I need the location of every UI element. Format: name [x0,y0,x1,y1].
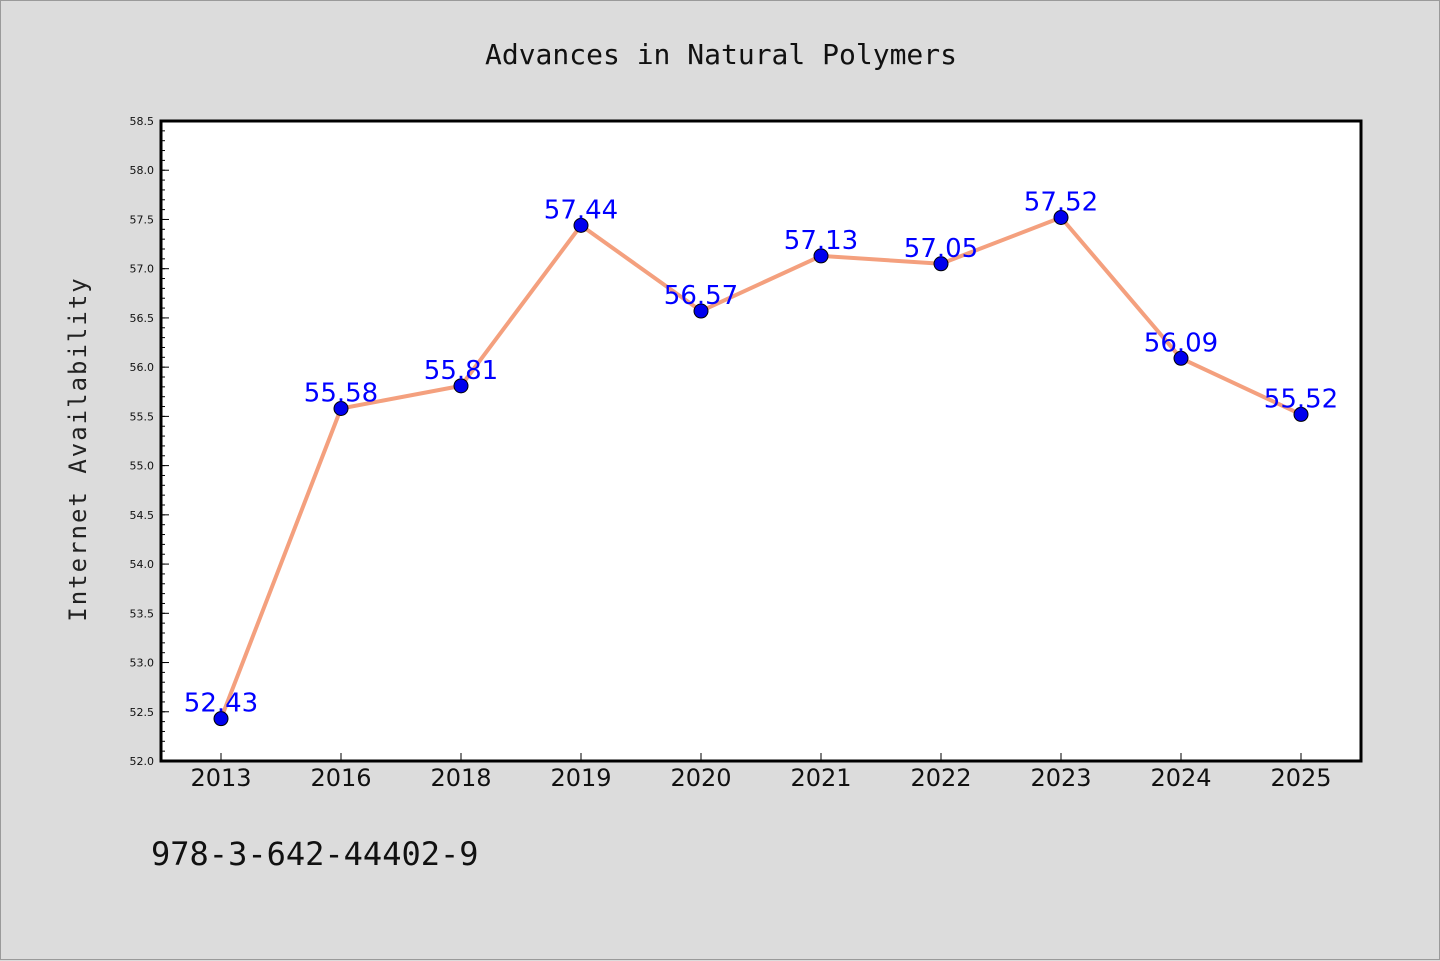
y-tick-label: 52.5 [130,706,155,719]
x-tick-label: 2019 [550,764,611,792]
data-label: 57.44 [544,195,618,225]
data-point [1053,209,1069,225]
data-point [1173,350,1189,366]
data-label: 55.52 [1264,384,1338,414]
y-tick-label: 56.5 [130,312,155,325]
data-point [453,378,469,394]
data-label: 57.05 [904,234,978,264]
footer-code: 978-3-642-44402-9 [151,835,479,873]
data-label: 57.52 [1024,187,1098,217]
x-tick-label: 2016 [310,764,371,792]
x-tick-label: 2021 [790,764,851,792]
y-tick-label: 58.0 [130,164,155,177]
y-tick-label: 57.5 [130,213,155,226]
y-tick-label: 54.5 [130,509,155,522]
data-point [333,401,349,417]
y-tick-label: 53.0 [130,657,155,670]
y-axis: 52.0 52.5 53.0 53.5 54.0 54.5 55.0 55.5 56.0 56.5… [130,115,169,768]
y-tick-label: 54.0 [130,558,155,571]
y-tick-label: 55.5 [130,410,155,423]
y-tick-label: 52.0 [130,755,155,768]
x-tick-label: 2023 [1030,764,1091,792]
data-point [813,248,829,264]
data-label: 52.43 [184,689,258,719]
data-label: 55.58 [304,379,378,409]
y-tick-label: 53.5 [130,607,155,620]
y-tick-label: 56.0 [130,361,155,374]
data-point [933,256,949,272]
y-axis-label: Internet Availability [64,276,92,621]
x-tick-label: 2020 [670,764,731,792]
x-tick-label: 2022 [910,764,971,792]
data-label: 56.09 [1144,328,1218,358]
chart-title: Advances in Natural Polymers [485,38,957,71]
y-tick-label: 55.0 [130,460,155,473]
x-tick-label: 2024 [1150,764,1211,792]
data-point [213,711,229,727]
x-tick-label: 2018 [430,764,491,792]
y-tick-label: 58.5 [130,115,155,128]
data-label: 56.57 [664,281,738,311]
data-point [693,303,709,319]
plot-area [159,119,1363,763]
data-point [1293,406,1309,422]
y-tick-label: 57.0 [130,263,155,276]
x-tick-label: 2025 [1270,764,1331,792]
x-tick-label: 2013 [190,764,251,792]
data-label: 57.13 [784,226,858,256]
series-line-group: 52.43 55.58 55.81 57.44 56.57 57.13 57.05 57.52… [184,187,1338,727]
series-line [219,215,1302,720]
x-axis: 2013 2016 2018 2019 2020 2021 2022 2023 2024 2025 [190,753,1332,792]
data-label: 55.81 [424,356,498,386]
data-point [573,217,589,233]
